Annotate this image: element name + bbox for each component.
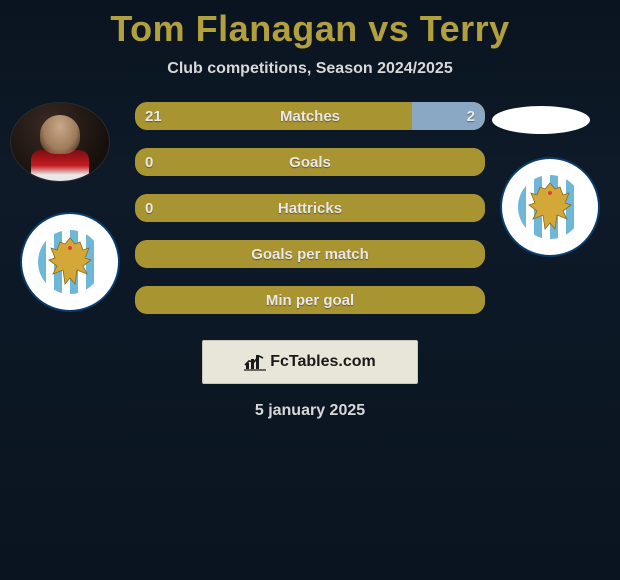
- chart-icon: [244, 353, 266, 371]
- stat-row: Goals per match: [135, 240, 485, 268]
- date-label: 5 january 2025: [0, 402, 620, 420]
- stat-label: Goals per match: [135, 240, 485, 268]
- stat-row: Matches21 2: [135, 102, 485, 130]
- subtitle: Club competitions, Season 2024/2025: [0, 60, 620, 78]
- stat-label: Goals: [135, 148, 485, 176]
- stat-label: Matches: [135, 102, 485, 130]
- stat-value-left: 0: [145, 148, 153, 176]
- player-right-club-badge: [500, 157, 600, 257]
- stat-value-left: 21: [145, 102, 162, 130]
- stat-row: Goals0: [135, 148, 485, 176]
- stat-row: Min per goal: [135, 286, 485, 314]
- brand-text: FcTables.com: [270, 353, 376, 371]
- stat-label: Min per goal: [135, 286, 485, 314]
- stat-value-right: 2: [467, 102, 475, 130]
- page-title: Tom Flanagan vs Terry: [0, 0, 620, 50]
- stat-value-left: 0: [145, 194, 153, 222]
- player-left-club-badge: [20, 212, 120, 312]
- brand-box: FcTables.com: [202, 340, 418, 384]
- stat-row: Hattricks0: [135, 194, 485, 222]
- comparison-panel: Matches212Goals0Hattricks0Goals per matc…: [0, 102, 620, 332]
- stat-label: Hattricks: [135, 194, 485, 222]
- stats-list: Matches212Goals0Hattricks0Goals per matc…: [135, 102, 485, 332]
- player-left-avatar: [10, 102, 110, 182]
- player-right-avatar: [492, 106, 590, 134]
